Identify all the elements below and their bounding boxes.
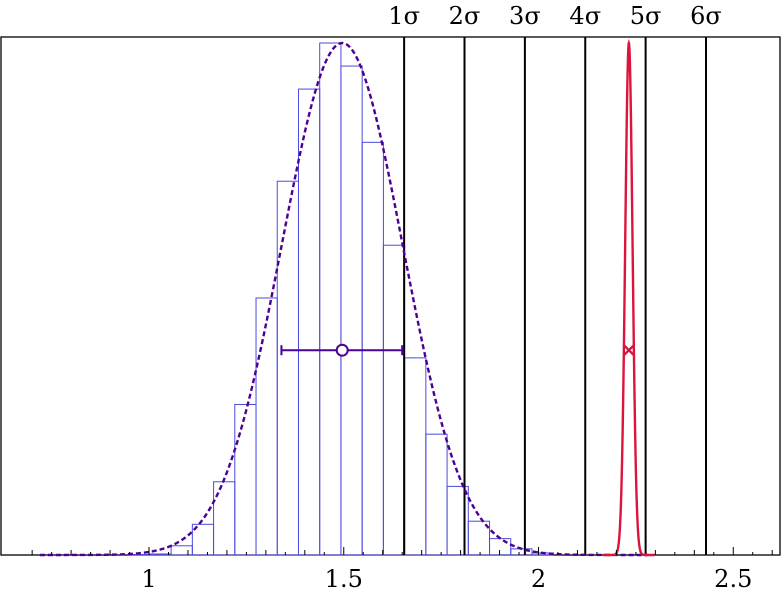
histogram-bin xyxy=(234,403,257,556)
histogram-bin xyxy=(319,42,342,556)
plot-area xyxy=(0,36,781,557)
histogram-bin xyxy=(276,180,299,556)
histogram-bin xyxy=(255,297,278,556)
histogram-bin xyxy=(425,433,448,556)
sigma-lines xyxy=(403,37,707,555)
estimate-errorbar xyxy=(280,343,404,357)
sigma-label: 4σ xyxy=(569,2,601,30)
estimate-marker xyxy=(335,343,349,357)
x-tick-label: 2.5 xyxy=(714,565,752,589)
sigma-label: 5σ xyxy=(630,2,662,30)
histogram-bin xyxy=(297,88,321,556)
sigma-label: 2σ xyxy=(449,2,481,30)
histogram-bin xyxy=(382,244,406,556)
plot-frame xyxy=(0,36,781,556)
x-tick-label: 1.5 xyxy=(325,565,363,589)
histogram-bin xyxy=(340,65,363,556)
measurement-cross-b xyxy=(623,344,635,357)
histogram-bin xyxy=(213,481,236,556)
sigma-label: 1σ xyxy=(388,2,420,30)
measurement-marker xyxy=(623,344,635,357)
x-axis-ticks xyxy=(31,547,773,555)
x-tick-label: 2 xyxy=(531,565,546,589)
sigma-label: 3σ xyxy=(509,2,541,30)
histogram xyxy=(128,42,554,556)
histogram-bin xyxy=(404,357,427,556)
x-tick-label: 1 xyxy=(141,565,156,589)
sigma-label: 6σ xyxy=(690,2,722,30)
histogram-bin xyxy=(446,485,469,556)
histogram-bin xyxy=(170,545,193,556)
measurement-curve xyxy=(602,38,655,557)
histogram-bin xyxy=(489,538,512,556)
histogram-bin xyxy=(361,141,384,556)
histogram-bin xyxy=(467,520,491,556)
sigma-labels: 1σ 2σ 3σ 4σ 5σ 6σ xyxy=(388,2,722,30)
x-axis-tick-labels: 1 1.5 2 2.5 xyxy=(141,565,752,589)
gaussian-fit-curve xyxy=(39,41,648,557)
